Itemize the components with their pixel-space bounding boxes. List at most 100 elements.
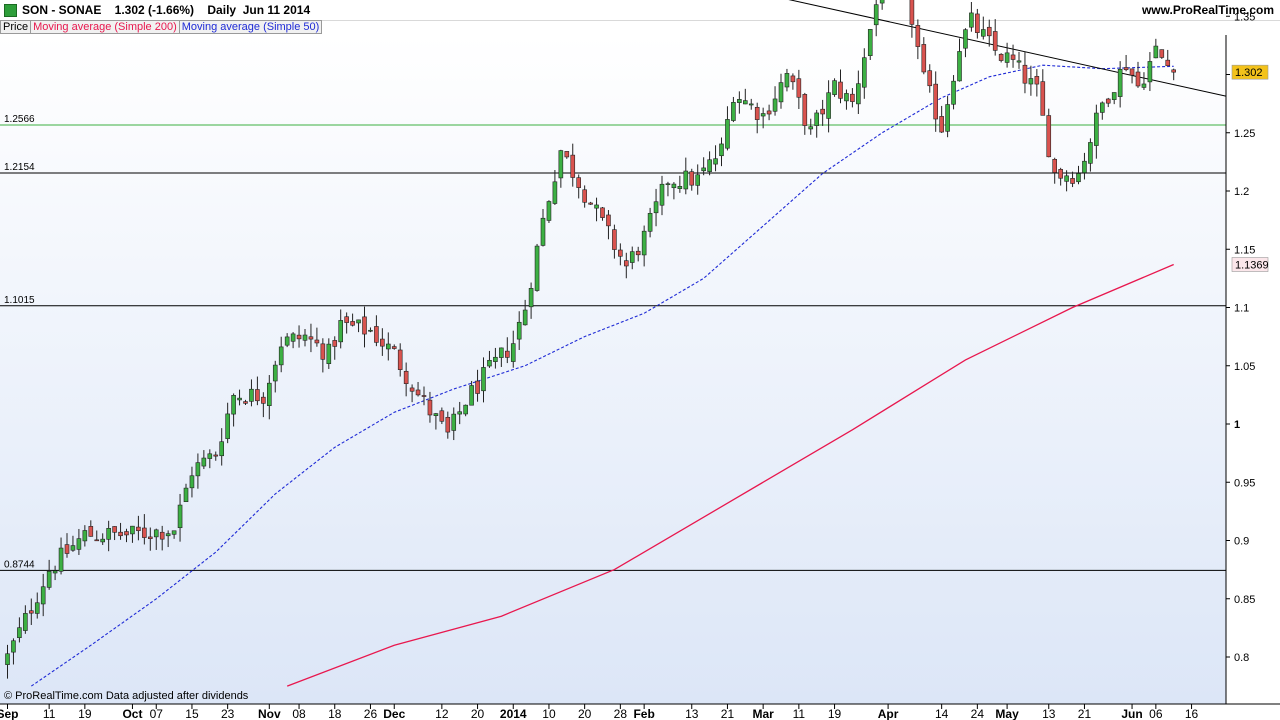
sma200-line xyxy=(286,263,1174,687)
candle xyxy=(594,197,599,222)
candle xyxy=(1105,97,1111,108)
candle xyxy=(713,145,718,172)
candle xyxy=(1046,108,1052,158)
candle xyxy=(28,598,34,625)
candle xyxy=(1165,49,1171,67)
candle xyxy=(368,327,373,333)
candle xyxy=(570,143,576,187)
candle xyxy=(522,299,528,326)
candle xyxy=(748,98,754,110)
candle xyxy=(356,319,361,333)
candle xyxy=(701,157,706,176)
candle xyxy=(391,344,397,350)
candle xyxy=(385,332,391,361)
candle xyxy=(475,369,480,402)
candle xyxy=(493,347,498,369)
candle xyxy=(136,515,141,541)
legend-sma50[interactable]: Moving average (Simple 50) xyxy=(178,20,323,34)
candle xyxy=(647,207,653,238)
candle xyxy=(998,53,1004,63)
candle xyxy=(296,325,302,348)
candle xyxy=(719,137,724,167)
level-label-2: 1.2154 xyxy=(4,162,35,173)
candle xyxy=(112,526,117,541)
candle xyxy=(606,210,611,240)
candle xyxy=(659,175,665,216)
candle xyxy=(927,64,933,93)
x-tick-label-32: 16 xyxy=(1185,707,1199,720)
x-tick-label-14: 2014 xyxy=(500,707,527,720)
candle xyxy=(40,573,46,617)
candle xyxy=(1004,42,1010,68)
site-url[interactable]: www.ProRealTime.com xyxy=(1141,3,1274,17)
candle xyxy=(689,168,695,191)
candle xyxy=(1141,72,1147,90)
x-tick-label-18: Feb xyxy=(633,707,654,720)
candle xyxy=(832,78,837,97)
candle xyxy=(790,73,796,90)
candle xyxy=(64,533,70,558)
candle xyxy=(772,86,778,116)
candle xyxy=(1159,49,1165,59)
x-tick-label-7: Nov xyxy=(258,707,281,720)
candle xyxy=(1111,92,1117,105)
candle xyxy=(100,533,105,545)
candle xyxy=(34,592,40,619)
candle xyxy=(909,0,915,38)
candle xyxy=(784,68,790,92)
x-tick-label-9: 18 xyxy=(328,707,342,720)
candle xyxy=(1135,61,1141,88)
candle xyxy=(618,243,623,266)
price-tag-0 xyxy=(1231,64,1269,80)
candle xyxy=(742,88,748,105)
candle xyxy=(1022,51,1028,94)
candle xyxy=(439,407,445,425)
candle xyxy=(957,38,962,82)
candle xyxy=(314,327,320,347)
x-tick-label-28: 13 xyxy=(1042,707,1056,720)
candle xyxy=(582,185,587,208)
candle xyxy=(338,309,344,349)
candle xyxy=(124,528,129,543)
level-label-3: 1.1015 xyxy=(4,295,35,306)
candle xyxy=(457,401,463,425)
legend-sma200[interactable]: Moving average (Simple 200) xyxy=(30,20,180,34)
candle xyxy=(737,91,742,114)
candle xyxy=(844,89,849,110)
candle xyxy=(320,338,326,373)
candle xyxy=(695,164,701,195)
candle xyxy=(1034,68,1040,97)
candle xyxy=(975,8,980,39)
candle xyxy=(546,200,552,223)
candle xyxy=(409,384,415,403)
candle xyxy=(237,389,242,406)
candle xyxy=(261,392,266,418)
candle xyxy=(195,453,201,489)
candle xyxy=(516,311,522,350)
x-tick-label-3: Oct xyxy=(122,707,142,720)
candle xyxy=(481,357,486,403)
legend-price[interactable]: Price xyxy=(0,20,32,34)
candle xyxy=(856,70,861,114)
candle xyxy=(980,16,986,40)
trendline xyxy=(788,0,1234,99)
candle xyxy=(284,333,290,348)
candle xyxy=(534,243,540,292)
x-tick-label-2: 19 xyxy=(78,707,92,720)
candle xyxy=(1171,68,1176,81)
x-tick-label-8: 08 xyxy=(292,707,306,720)
candle xyxy=(380,328,385,356)
candle xyxy=(272,360,278,393)
candle xyxy=(207,449,213,469)
candle xyxy=(469,380,474,406)
candle xyxy=(576,174,582,199)
candle xyxy=(23,605,28,634)
candle xyxy=(540,208,546,247)
candle xyxy=(850,88,855,108)
footer-credit: © ProRealTime.com Data adjusted after di… xyxy=(4,690,249,702)
candle xyxy=(820,99,825,126)
candle xyxy=(397,343,403,377)
x-tick-label-29: 21 xyxy=(1078,707,1092,720)
candle xyxy=(5,644,10,679)
